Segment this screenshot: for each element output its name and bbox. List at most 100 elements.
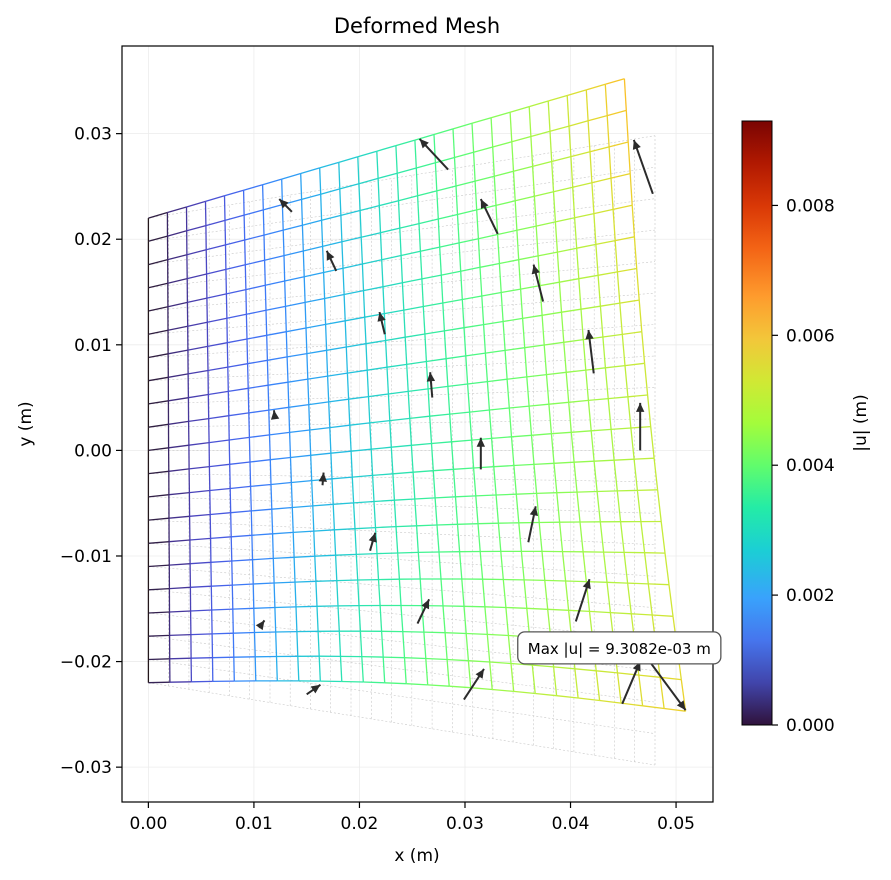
mesh-edge [495, 205, 499, 235]
mesh-edge [251, 533, 273, 536]
mesh-edge [586, 83, 606, 91]
mesh-edge [528, 406, 533, 436]
mesh-edge [597, 490, 618, 493]
mesh-edge [572, 187, 576, 218]
mesh-edge [283, 255, 286, 282]
colorbar-tick-label: 0.006 [786, 326, 835, 346]
mesh-edge [267, 356, 288, 361]
mesh-edge [610, 611, 632, 615]
colorbar-label: |u| (m) [851, 394, 871, 451]
displacement-arrow [527, 506, 538, 543]
mesh-edge [361, 656, 364, 683]
mesh-edge [531, 166, 536, 197]
colorbar-tick-label: 0.002 [786, 586, 835, 606]
colorbar-ticks: 0.000 0.002 0.004 0.006 0.008 [772, 196, 835, 736]
mesh-edge [470, 440, 475, 469]
mesh-edge [556, 491, 578, 494]
mesh-edge [613, 460, 618, 491]
x-tick-label: 0.03 [446, 814, 484, 834]
mesh-edge [432, 470, 436, 498]
mesh-edge [349, 422, 370, 426]
mesh-edge [391, 444, 412, 448]
mesh-edge [398, 579, 402, 606]
mesh-edge [310, 452, 331, 456]
mesh-edge [226, 313, 247, 319]
mesh-edge [331, 476, 353, 480]
mesh-edge [307, 379, 310, 405]
mesh-edge [187, 297, 208, 304]
mesh-edge [148, 282, 168, 289]
mesh-edge [249, 461, 252, 487]
mesh-edge [268, 381, 289, 386]
mesh-edge [653, 458, 659, 490]
colorbar-tick-label: 0.000 [786, 716, 835, 736]
mesh-edge [321, 246, 325, 273]
mesh-edge [288, 432, 292, 458]
mesh-edge [537, 251, 558, 257]
mesh-edge [208, 390, 229, 396]
displacement-arrow [531, 264, 545, 302]
mesh-edge [253, 632, 256, 657]
undeformed-mesh-line [148, 519, 656, 546]
mesh-edge [526, 376, 530, 407]
mesh-edge [647, 583, 653, 616]
mesh-edge [460, 266, 481, 272]
mesh-edge [265, 310, 268, 336]
mesh-edge [473, 466, 494, 469]
mesh-edge [421, 605, 425, 633]
mesh-edge [624, 362, 645, 367]
mesh-edge [648, 583, 670, 586]
mesh-edge [341, 680, 364, 683]
mesh-edge [468, 412, 473, 441]
mesh-edge [339, 656, 343, 682]
mesh-edge [524, 344, 545, 349]
mesh-edge [300, 199, 304, 226]
mesh-edge [148, 376, 169, 382]
mesh-edge [397, 167, 417, 174]
mesh-edge [282, 230, 285, 256]
mesh-edge [386, 363, 407, 368]
mesh-edge [479, 267, 483, 297]
mesh-edge [544, 579, 566, 582]
mesh-edge [286, 327, 307, 333]
mesh-edge [305, 327, 308, 354]
mesh-edge [596, 491, 601, 522]
mesh-edge [421, 278, 424, 307]
mesh-edge [409, 418, 413, 446]
mesh-edge [360, 237, 364, 265]
mesh-edge [395, 525, 417, 528]
mesh-edge [447, 383, 468, 388]
mesh-edge [387, 393, 391, 421]
mesh-edge [568, 120, 589, 127]
mesh-edge [593, 208, 614, 215]
mesh-edge [418, 223, 422, 252]
mesh-edge [511, 434, 532, 438]
mesh-edge [205, 195, 225, 203]
mesh-edge [148, 634, 170, 637]
mesh-edge [626, 583, 632, 614]
mesh-edge [231, 559, 253, 562]
mesh-edge [593, 213, 597, 245]
x-tick-label: 0.04 [552, 814, 590, 834]
mesh-edge [224, 189, 244, 197]
mesh-edge [251, 559, 254, 585]
mesh-edge [167, 325, 188, 331]
mesh-edge [186, 224, 207, 232]
mesh-edge [599, 306, 604, 338]
mesh-edge [309, 429, 312, 456]
mesh-edge [492, 141, 512, 148]
mesh-edge [207, 342, 228, 348]
mesh-edge [226, 288, 247, 295]
mesh-edge [244, 264, 247, 290]
mesh-edge [312, 505, 315, 532]
mesh-edge [310, 455, 313, 481]
displacement-arrow [479, 198, 499, 235]
mesh-edge [431, 441, 452, 445]
mesh-edge [411, 442, 432, 446]
mesh-edge [511, 141, 515, 172]
mesh-edge [362, 259, 382, 265]
mesh-edge [638, 300, 643, 332]
mesh-edge [248, 409, 269, 414]
mesh-edge [169, 563, 191, 566]
undeformed-mesh-line [148, 659, 656, 734]
